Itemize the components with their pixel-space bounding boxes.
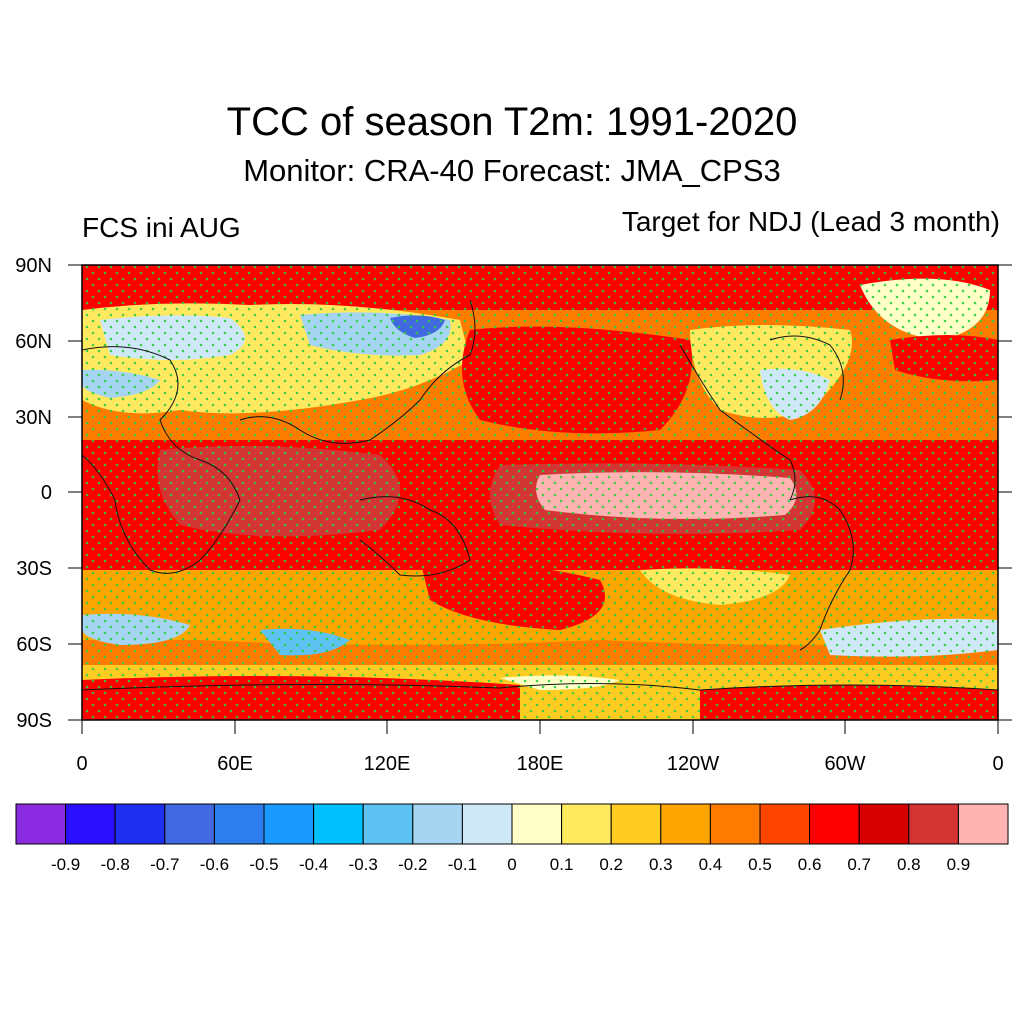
colorbar-swatch: [164, 803, 215, 845]
lat-label: 90S: [16, 710, 52, 732]
colorbar-label: 0.6: [798, 855, 822, 874]
longitude-labels: 0 60E 120E 180E 120W 60W 0: [76, 753, 1003, 775]
colorbar-label: -0.3: [349, 855, 378, 874]
colorbar-swatch: [561, 803, 612, 845]
lon-label: 120W: [667, 753, 719, 775]
colorbar-label: 0.2: [599, 855, 623, 874]
colorbar-label: 0.9: [947, 855, 971, 874]
colorbar-swatch: [412, 803, 463, 845]
colorbar-swatch: [957, 803, 1009, 845]
latitude-labels: 90N 60N 30N 0 30S 60S 90S: [15, 255, 52, 732]
colorbar-swatch: [461, 803, 513, 845]
colorbar-swatch: [263, 803, 315, 845]
colorbar-label: -0.6: [200, 855, 229, 874]
colorbar-label: -0.2: [398, 855, 427, 874]
colorbar-label: 0.5: [748, 855, 772, 874]
colorbar-label: 0.4: [699, 855, 723, 874]
initialization-label: FCS ini AUG: [82, 212, 241, 243]
colorbar-swatch: [759, 803, 811, 845]
colorbar-swatch: [858, 803, 910, 845]
colorbar-label: -0.1: [448, 855, 477, 874]
colorbar-swatch: [65, 803, 116, 845]
colorbar-swatch: [15, 803, 67, 845]
colorbar-label: -0.5: [249, 855, 278, 874]
lon-label: 0: [76, 753, 87, 775]
colorbar-label: 0.1: [550, 855, 574, 874]
page-title: TCC of season T2m: 1991-2020: [226, 100, 798, 144]
colorbar: -0.9 -0.8 -0.7 -0.6 -0.5 -0.4 -0.3 -0.2 -0.1 0 0.1…: [15, 803, 1009, 874]
target-label: Target for NDJ (Lead 3 month): [621, 206, 1000, 237]
colorbar-label: 0.8: [897, 855, 921, 874]
coastlines: [82, 299, 998, 691]
colorbar-label: 0: [507, 855, 516, 874]
axis-ticks: [68, 264, 1012, 734]
lon-label: 60W: [824, 753, 865, 775]
lon-label: 60E: [217, 753, 253, 775]
lat-label: 0: [41, 482, 52, 504]
colorbar-label: -0.9: [51, 855, 80, 874]
colorbar-label: -0.8: [101, 855, 130, 874]
lon-label: 180E: [517, 753, 564, 775]
colorbar-label: 0.7: [847, 855, 871, 874]
map-field: [82, 265, 998, 720]
colorbar-label: 0.3: [649, 855, 673, 874]
lon-label: 120E: [364, 753, 411, 775]
colorbar-swatch: [362, 803, 414, 845]
colorbar-swatch: [660, 803, 711, 845]
colorbar-swatch: [908, 803, 959, 845]
colorbar-label: -0.4: [299, 855, 328, 874]
colorbar-swatch: [709, 803, 761, 845]
colorbar-swatch: [610, 803, 662, 845]
colorbar-swatch: [114, 803, 166, 845]
colorbar-swatch: [809, 803, 860, 845]
lon-label: 0: [992, 753, 1003, 775]
lat-label: 60N: [15, 331, 52, 353]
colorbar-swatch: [213, 803, 265, 845]
lat-label: 90N: [15, 255, 52, 277]
lat-label: 60S: [16, 634, 52, 656]
lat-label: 30N: [15, 407, 52, 429]
significance-stippling: [82, 265, 998, 720]
page-subtitle: Monitor: CRA-40 Forecast: JMA_CPS3: [243, 153, 781, 188]
colorbar-swatch: [313, 803, 364, 845]
colorbar-label: -0.7: [150, 855, 179, 874]
colorbar-swatch: [511, 803, 563, 845]
lat-label: 30S: [16, 558, 52, 580]
